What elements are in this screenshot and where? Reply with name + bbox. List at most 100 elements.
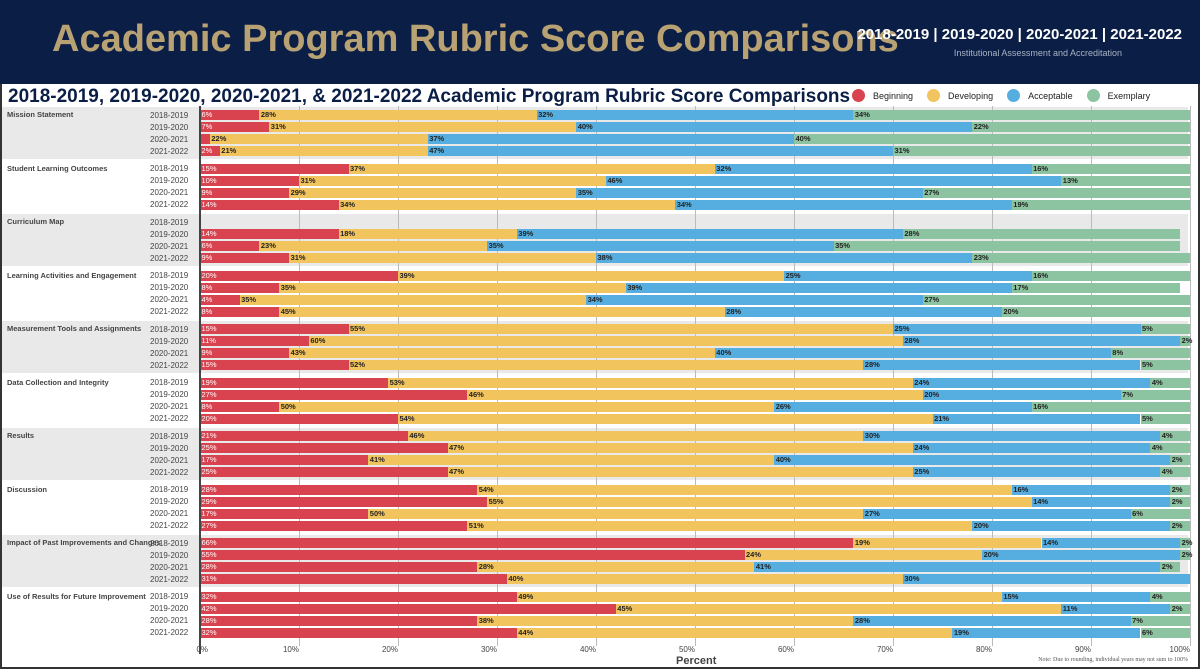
bar-beginning	[200, 591, 517, 602]
data-label: 34%	[854, 110, 870, 119]
bar-acceptable	[932, 413, 1141, 424]
bar-beginning	[200, 496, 488, 507]
category-label: Data Collection and Integrity	[7, 377, 109, 387]
bar-beginning	[200, 199, 339, 210]
bar-developing	[279, 401, 775, 412]
year-label: 2020-2021	[150, 616, 189, 625]
x-axis-label: Percent	[676, 655, 717, 667]
chart-frame	[0, 84, 1200, 669]
bar-beginning	[200, 253, 290, 263]
year-label: 2019-2020	[150, 229, 189, 239]
bar-beginning	[200, 574, 507, 584]
data-label: 44%	[518, 627, 534, 637]
bar-developing	[289, 187, 577, 198]
data-label: 21%	[221, 146, 237, 155]
gridline	[1091, 106, 1092, 646]
data-label: 35%	[241, 294, 257, 304]
legend-swatch	[1007, 89, 1021, 102]
data-label: 20%	[201, 270, 217, 280]
bar-developing	[279, 306, 725, 317]
bar-acceptable	[952, 627, 1141, 638]
data-label: 54%	[399, 413, 415, 423]
data-label: 28%	[726, 306, 742, 316]
data-label: 28%	[201, 615, 217, 625]
data-label: 15%	[1003, 591, 1019, 601]
data-label: 14%	[201, 229, 217, 238]
data-label: 20%	[983, 550, 999, 559]
year-label: 2021-2022	[150, 146, 189, 156]
data-label: 5%	[1142, 324, 1153, 333]
years-subtitle: 2018-2019 | 2019-2020 | 2020-2021 | 2021…	[857, 26, 1182, 43]
data-label: 32%	[201, 591, 217, 601]
data-label: 31%	[201, 574, 217, 583]
x-tick-label: 30%	[480, 645, 497, 654]
bar-acceptable	[536, 110, 854, 120]
legend-label: Exemplary	[1107, 90, 1151, 101]
data-label: 16%	[1033, 270, 1049, 280]
bar-beginning	[200, 627, 517, 638]
bar-beginning	[200, 294, 240, 305]
year-label: 2019-2020	[150, 122, 189, 132]
bar-developing	[398, 413, 933, 424]
category-label: Results	[7, 431, 35, 440]
bar-developing	[853, 538, 1042, 548]
year-label: 2019-2020	[150, 497, 189, 506]
year-label: 2021-2022	[150, 414, 189, 423]
data-label: 28%	[201, 484, 217, 494]
x-tick-label: 70%	[876, 645, 893, 654]
year-label: 2021-2022	[150, 521, 189, 530]
data-label: 5%	[1142, 360, 1153, 369]
bar-developing	[338, 199, 676, 210]
data-label: 39%	[627, 282, 643, 292]
bar-beginning	[200, 282, 280, 293]
year-label: 2019-2020	[150, 176, 189, 185]
bar-exemplary	[1031, 163, 1190, 174]
bar-beginning	[200, 431, 408, 441]
bar-beginning	[200, 484, 478, 495]
bar-beginning	[200, 467, 448, 477]
bar-acceptable	[922, 389, 1121, 400]
category-label: Student Learning Outcomes	[7, 163, 108, 173]
data-label: 40%	[716, 348, 732, 357]
data-label: 66%	[201, 538, 217, 547]
bar-acceptable	[1041, 538, 1181, 548]
bar-exemplary	[794, 134, 1190, 144]
bar-exemplary	[1011, 199, 1190, 210]
bar-developing	[447, 443, 913, 453]
bar-exemplary	[1160, 467, 1190, 477]
data-label: 31%	[300, 175, 316, 185]
rounding-note: Note: Due to rounding, individual years …	[1038, 657, 1188, 663]
data-label: 22%	[211, 134, 227, 143]
y-axis-line	[199, 106, 201, 654]
year-label: 2018-2019	[150, 324, 189, 334]
bar-beginning	[200, 603, 616, 614]
gridline	[992, 106, 993, 646]
bar-acceptable	[754, 562, 1161, 572]
data-label: 28%	[260, 110, 276, 119]
bar-acceptable	[675, 199, 1012, 210]
data-label: 28%	[478, 562, 494, 571]
bar-developing	[279, 282, 626, 293]
bar-acceptable	[625, 282, 1012, 293]
data-label: 9%	[201, 348, 213, 357]
data-label: 34%	[676, 199, 692, 209]
data-label: 14%	[1033, 496, 1049, 506]
data-label: 32%	[716, 163, 732, 173]
data-label: 2%	[201, 146, 213, 155]
bar-developing	[407, 431, 864, 441]
data-label: 19%	[854, 538, 870, 547]
bar-acceptable	[902, 336, 1181, 346]
data-label: 2%	[1161, 562, 1173, 571]
data-label: 23%	[973, 253, 989, 262]
bar-exemplary	[1150, 443, 1190, 453]
data-label: 19%	[201, 377, 217, 387]
year-label: 2019-2020	[150, 336, 189, 346]
data-label: 11%	[1062, 603, 1078, 613]
year-label: 2018-2019	[150, 217, 189, 227]
year-label: 2020-2021	[150, 295, 189, 304]
data-label: 38%	[478, 615, 494, 625]
data-label: 25%	[785, 270, 801, 280]
bar-developing	[477, 484, 1012, 495]
data-label: 2%	[1171, 484, 1183, 494]
year-label: 2018-2019	[150, 378, 189, 387]
